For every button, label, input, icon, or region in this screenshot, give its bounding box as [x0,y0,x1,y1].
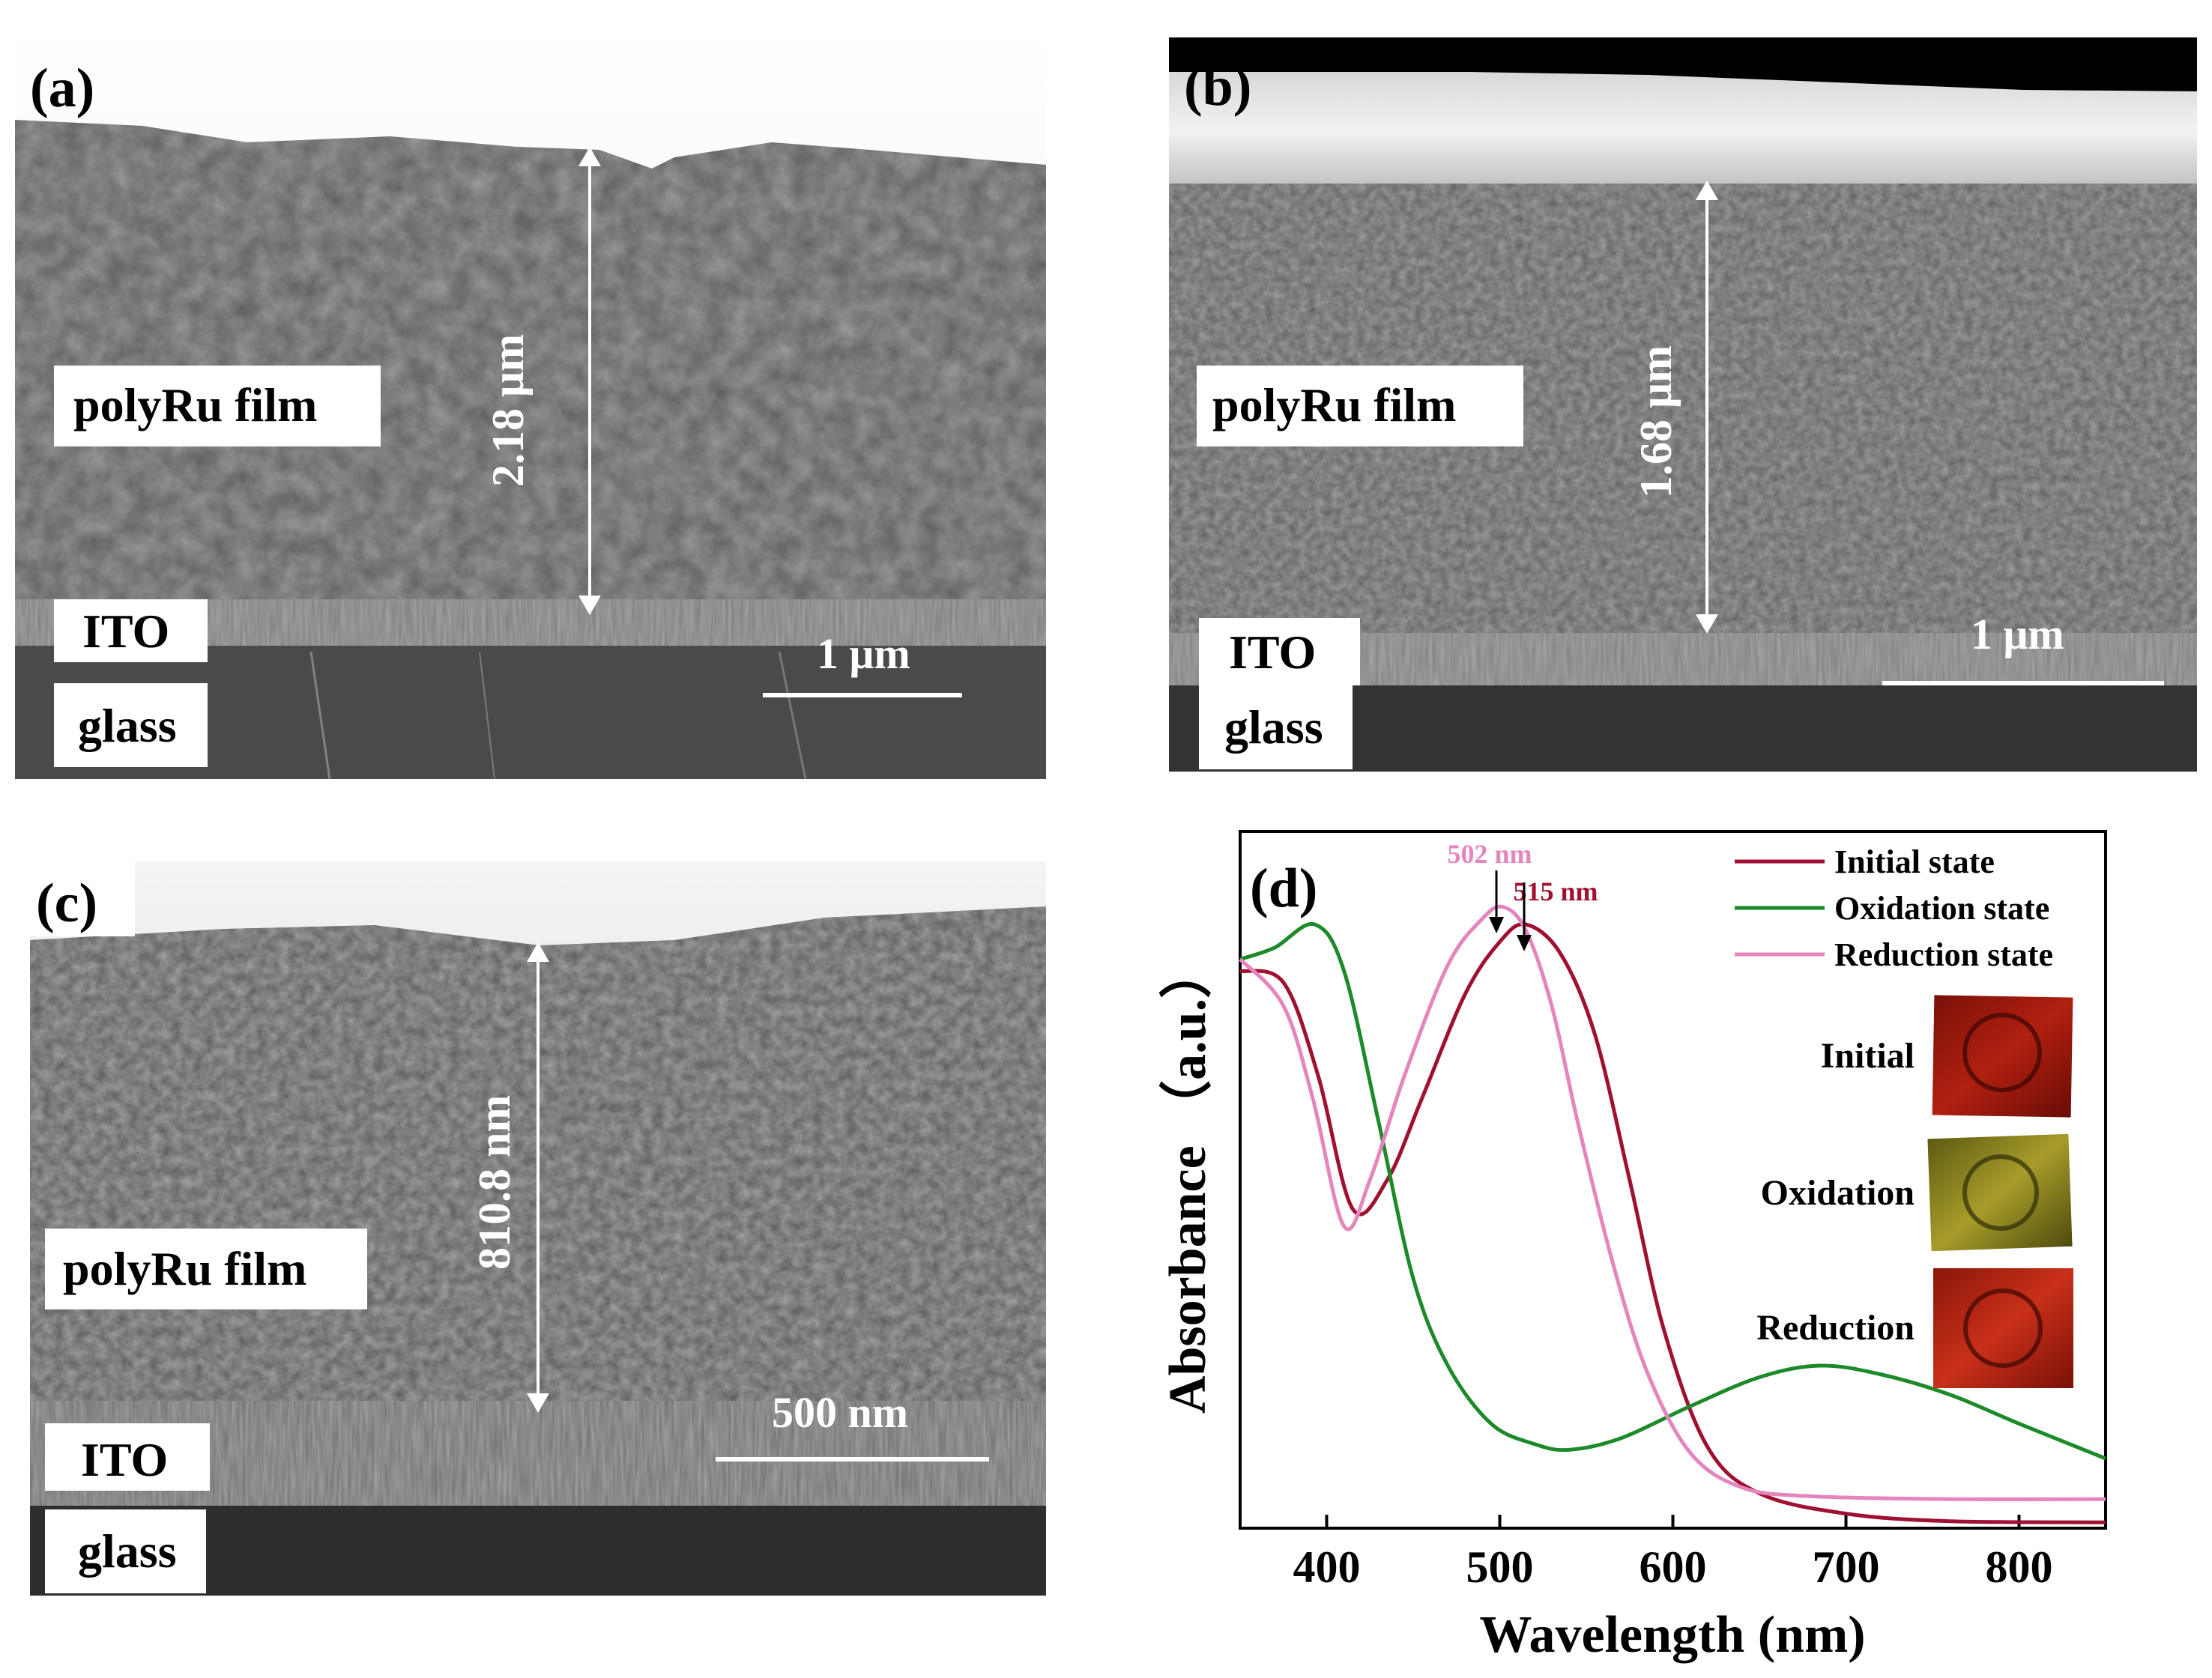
panel-a-arrow-head-top [578,147,601,166]
x-axis-label: Wavelength (nm) [1479,1606,1865,1664]
x-tick-label: 800 [1986,1542,2053,1592]
legend-label: Initial state [1834,843,1995,880]
panel-c-scalebar-label: 500 nm [772,1388,908,1437]
inset-photo-initial-emblem [1962,1013,2042,1092]
inset-photo-oxidation [1927,1133,2073,1252]
series-line-oxidation-state [1239,921,2106,1461]
panel-b-tag: (b) [1184,56,1251,118]
x-tick-label: 600 [1640,1542,1707,1592]
panel-a-ito: ITO [82,605,169,658]
panel-b: (b) 1.68 μm polyRu film ITO glass 1 μm [1169,37,2197,772]
panel-c-film-label: polyRu film [63,1242,306,1295]
panel-a-film-label: polyRu film [73,378,317,431]
panel-b-thickness: 1.68 μm [1631,345,1681,498]
panel-c-ito-box [45,1423,210,1491]
panel-c-thickness: 810.8 nm [470,1095,519,1270]
panel-d-tag: (d) [1250,858,1317,919]
x-axis-ticks [1325,1515,2021,1528]
panel-c-glass-box [45,1509,206,1593]
panel-b-scalebar-label: 1 μm [1971,610,2064,658]
x-axis-tick-labels: 400 500 600 700 800 [1293,1542,2053,1592]
panel-a-thickness: 2.18 μm [483,334,533,487]
y-axis-label: Absorbance （a.u.） [1158,946,1217,1414]
panel-c-glass: glass [78,1524,177,1578]
inset-label-reduction: Reduction [1756,1308,1915,1348]
inset-label-initial: Initial [1821,1036,1915,1076]
panel-b-film-label: polyRu film [1212,378,1456,431]
panel-a-glass: glass [78,699,177,752]
panel-b-ito: ITO [1229,626,1316,679]
panel-c: (c) 810.8 nm polyRu film ITO glass 500 n… [30,861,1046,1596]
peak-label-initial: 515 nm [1513,876,1598,906]
panel-b-ito-box [1199,618,1360,685]
panel-c-arrow-head-bottom [527,1393,549,1413]
panel-c-ito: ITO [81,1433,168,1486]
panel-a-tag: (a) [30,58,94,119]
x-tick-label: 700 [1813,1542,1880,1592]
inset-label-oxidation: Oxidation [1761,1173,1915,1213]
panel-a-arrow-head-bottom [578,596,601,615]
legend-label: Oxidation state [1834,890,2049,927]
panel-d: (d) 400 500 600 700 800 Wavelength (nm) Abso… [1158,830,2107,1664]
panel-a-ito-box [54,599,208,662]
x-tick-label: 400 [1293,1542,1361,1592]
panel-c-arrow-head-top [527,942,549,962]
panel-a-film-label-box [54,366,381,446]
panel-a: (a) 2.18 μm polyRu film ITO glass 1 μm [15,30,1046,780]
peak-arrow-initial-head [1517,935,1532,951]
panel-c-tag: (c) [36,873,97,934]
inset-photo-reduction [1933,1268,2073,1388]
panel-c-tag-box [30,861,135,936]
peak-label-reduction: 502 nm [1447,839,1532,869]
series-line-initial-state [1239,922,2106,1524]
panel-c-film-label-box [45,1229,367,1309]
chart-legend: Initial state Oxidation state Reduction st… [1735,843,2053,973]
peak-arrow-reduction-head [1489,917,1504,933]
panel-a-scalebar-label: 1 μm [817,629,910,678]
panel-b-glass-box [1199,685,1353,769]
panel-a-glass-box [54,683,208,767]
series-line-reduction-state [1239,904,2106,1502]
panel-b-arrow-head-top [1696,181,1718,200]
inset-photo-reduction-emblem [1963,1288,2043,1368]
x-tick-label: 500 [1466,1542,1534,1592]
inset-photo-initial [1932,995,2073,1118]
series-lines [1239,904,2106,1524]
legend-label: Reduction state [1834,936,2053,973]
panel-b-film-label-box [1197,366,1523,446]
panel-b-glass: glass [1224,700,1323,754]
panel-b-arrow-head-bottom [1696,614,1718,634]
inset-photo-oxidation-emblem [1962,1154,2039,1231]
